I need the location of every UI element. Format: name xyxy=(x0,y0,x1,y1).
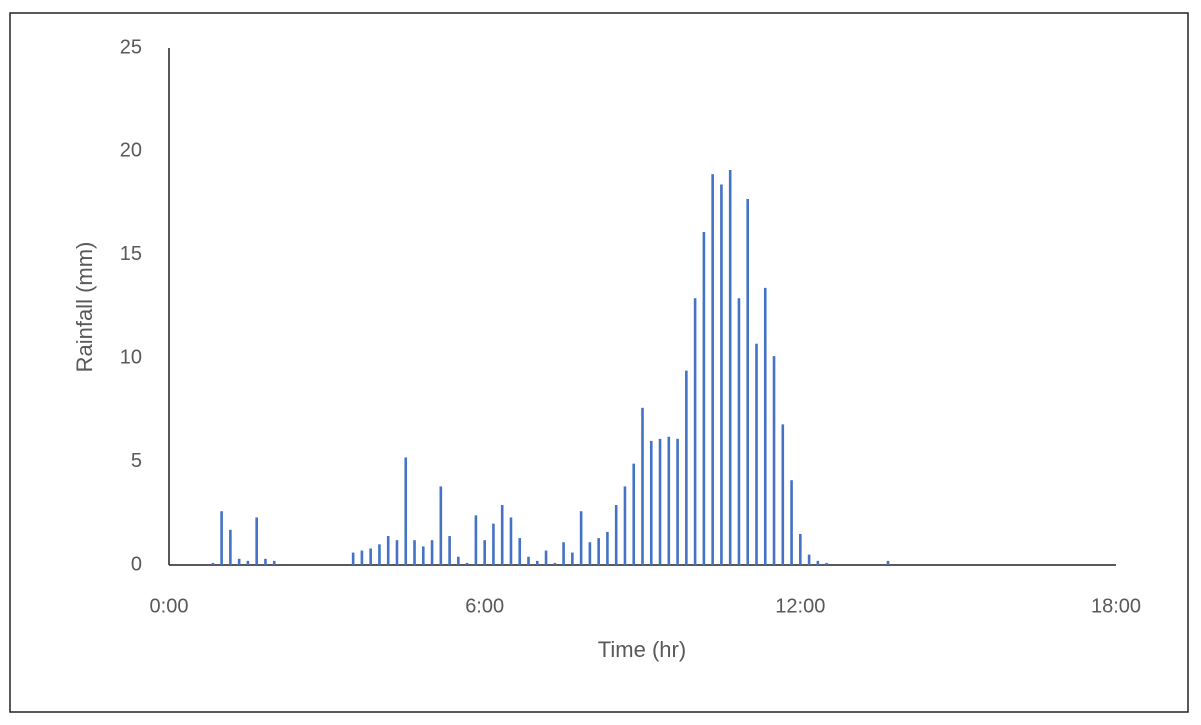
bar xyxy=(685,370,688,565)
bar xyxy=(825,562,828,565)
bar xyxy=(421,546,425,565)
bar xyxy=(465,562,469,565)
bar xyxy=(474,515,478,565)
bar xyxy=(395,540,399,565)
bar xyxy=(500,505,504,565)
bar xyxy=(553,562,557,565)
y-tick-label: 0 xyxy=(131,553,142,575)
bar xyxy=(579,511,583,565)
bar xyxy=(886,560,890,565)
bar xyxy=(527,556,530,565)
bar xyxy=(702,232,706,565)
bar xyxy=(404,457,408,565)
bar xyxy=(509,517,513,565)
bar xyxy=(623,486,627,565)
bar xyxy=(649,440,653,565)
y-tick-label: 20 xyxy=(120,140,142,162)
bar xyxy=(272,560,276,565)
bar xyxy=(693,298,697,565)
bar xyxy=(614,505,618,565)
bar xyxy=(369,548,372,565)
bar xyxy=(492,523,495,565)
bar xyxy=(588,542,592,565)
bar xyxy=(246,560,250,565)
bar xyxy=(351,552,355,565)
chart-border xyxy=(9,12,1189,713)
bar xyxy=(448,536,451,565)
bar xyxy=(237,558,241,565)
bar xyxy=(386,536,390,565)
bar xyxy=(439,486,443,565)
x-tick-label: 6:00 xyxy=(465,595,504,617)
bar xyxy=(667,436,671,565)
bar xyxy=(799,533,802,565)
bar xyxy=(816,560,820,565)
bar xyxy=(711,174,714,565)
bar xyxy=(807,554,811,565)
y-tick-label: 10 xyxy=(120,346,142,368)
bar xyxy=(255,517,258,565)
x-tick-label: 12:00 xyxy=(775,595,825,617)
bar xyxy=(676,438,679,565)
y-axis-title: Rainfall (mm) xyxy=(72,242,97,373)
bar xyxy=(211,562,215,565)
bar xyxy=(220,511,223,565)
x-axis-title: Time (hr) xyxy=(598,637,686,662)
bar xyxy=(763,287,767,565)
bar xyxy=(737,298,741,565)
bar xyxy=(597,538,600,565)
bar xyxy=(641,407,644,565)
bar xyxy=(430,540,434,565)
bar xyxy=(457,556,460,565)
bar xyxy=(562,542,565,565)
bar xyxy=(264,558,267,565)
y-tick-label: 15 xyxy=(120,243,142,265)
bar xyxy=(571,552,574,565)
bar xyxy=(518,538,522,565)
bar xyxy=(535,560,539,565)
bar xyxy=(772,356,776,565)
x-tick-label: 0:00 xyxy=(150,595,189,617)
bar xyxy=(632,463,636,565)
y-tick-label: 25 xyxy=(120,36,142,58)
bar xyxy=(790,480,793,565)
bar xyxy=(229,529,232,565)
bar xyxy=(746,198,750,566)
bar xyxy=(658,438,662,565)
bar xyxy=(755,343,758,565)
bar xyxy=(781,424,785,565)
bar xyxy=(413,540,416,565)
bar xyxy=(720,184,723,565)
bar xyxy=(728,170,732,565)
x-tick-label: 18:00 xyxy=(1091,595,1141,617)
y-tick-label: 5 xyxy=(131,450,142,472)
bar xyxy=(544,550,548,565)
bar xyxy=(606,531,609,565)
bar xyxy=(483,540,486,565)
bar xyxy=(360,550,364,565)
bar xyxy=(378,544,381,565)
